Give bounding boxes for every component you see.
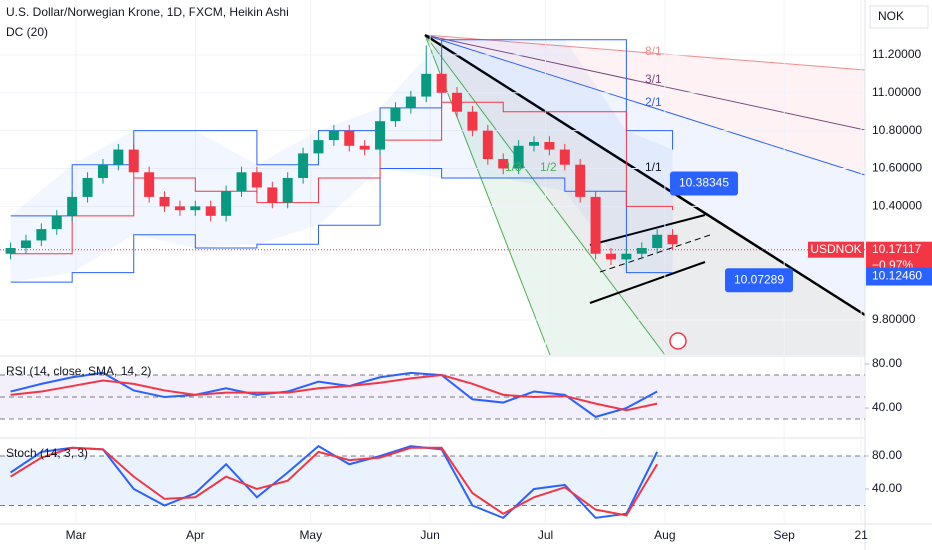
y-tick-label: 11.00000 xyxy=(872,85,921,99)
chart-title: U.S. Dollar/Norwegian Krone, 1D, FXCM, H… xyxy=(6,5,289,19)
candle-body xyxy=(221,191,232,216)
x-tick-label: Jun xyxy=(420,528,439,542)
candle-body xyxy=(405,96,416,108)
x-tick-label: Aug xyxy=(654,528,675,542)
candle-body xyxy=(144,172,155,197)
candle-body xyxy=(67,196,78,216)
fan-label: 2/1 xyxy=(645,95,662,109)
pane-title: RSI (14, close, SMA, 14, 2) xyxy=(6,364,151,378)
y-tick-label: 9.80000 xyxy=(872,312,916,326)
symbol-tag xyxy=(808,241,864,258)
y-tick-label: 80.00 xyxy=(872,448,902,462)
candle-body xyxy=(482,130,493,160)
candle-body xyxy=(667,234,678,245)
candle-body xyxy=(605,253,616,260)
fan-line xyxy=(424,34,866,71)
candle-body xyxy=(51,215,62,230)
candle-body xyxy=(298,153,309,178)
price-tag-label: 10.07289 xyxy=(734,272,784,286)
candle-body xyxy=(282,177,293,203)
indicator-line xyxy=(10,446,659,517)
pane-title: Stoch (14, 3, 3) xyxy=(6,446,88,460)
candle-body xyxy=(313,140,324,154)
fan-label: 1/3 xyxy=(505,160,522,174)
currency: NOK xyxy=(878,9,904,23)
candle-body xyxy=(251,172,262,188)
fan-label: 1/2 xyxy=(540,160,557,174)
candle-body xyxy=(575,164,586,197)
fan-line xyxy=(424,34,666,356)
dc-line xyxy=(10,168,673,283)
candle-body xyxy=(636,248,647,254)
candle-body xyxy=(421,73,432,97)
candle-body xyxy=(498,159,509,169)
candle-body xyxy=(97,164,108,178)
candle-body xyxy=(113,149,124,165)
candle-body xyxy=(529,142,540,146)
prev-label: 10.12460 xyxy=(872,269,922,283)
candle-body xyxy=(5,248,16,254)
candle-body xyxy=(652,234,663,249)
x-tick-label: Apr xyxy=(186,528,205,542)
candle-body xyxy=(452,92,463,112)
symbol-label: USDNOK xyxy=(810,242,861,256)
candle-body xyxy=(36,229,47,241)
candle-body xyxy=(621,253,632,260)
x-tick-label: Sep xyxy=(773,528,795,542)
trend-line xyxy=(424,33,866,317)
indicator-line xyxy=(10,374,658,412)
y-tick-label: 11.20000 xyxy=(872,47,921,61)
y-tick-label: 40.00 xyxy=(872,481,902,495)
y-tick-label: 80.00 xyxy=(872,356,902,370)
level-band xyxy=(0,456,865,506)
x-tick-label: Jul xyxy=(538,528,553,542)
candle-body xyxy=(190,206,201,211)
dc-line xyxy=(10,101,674,255)
candle-body xyxy=(174,206,185,211)
y-tick-label: 10.80000 xyxy=(872,123,922,137)
candle-body xyxy=(513,145,524,169)
fan-label: 1/1 xyxy=(645,160,662,174)
channel-line xyxy=(589,214,706,246)
dc-fill xyxy=(10,39,673,283)
candle-body xyxy=(128,149,139,173)
channel-line xyxy=(589,261,706,304)
fan-label: 3/1 xyxy=(645,72,662,86)
candle-body xyxy=(20,240,31,249)
candle-body xyxy=(467,111,478,131)
candle-body xyxy=(82,177,93,197)
y-tick-label: 40.00 xyxy=(872,400,902,414)
candle-body xyxy=(205,206,216,216)
candle-body xyxy=(559,149,570,165)
alert-icon[interactable] xyxy=(669,332,687,350)
fan-label: 8/1 xyxy=(645,44,662,58)
price-tag xyxy=(670,171,738,196)
candle-body xyxy=(359,145,370,150)
price-tag xyxy=(725,268,793,293)
x-tick-label: Mar xyxy=(66,528,87,542)
candle-body xyxy=(344,130,355,146)
price-tag-label: 10.38345 xyxy=(679,176,729,190)
prev-tag xyxy=(866,267,932,286)
candle-body xyxy=(544,142,555,150)
y-tick-label: 10.40000 xyxy=(872,199,922,213)
candle-body xyxy=(328,130,339,141)
x-tick-label: 21 xyxy=(854,528,868,542)
candle-body xyxy=(590,196,601,254)
x-tick-label: May xyxy=(299,528,322,542)
fan-line xyxy=(424,34,866,176)
fan-line xyxy=(424,34,866,131)
indicator-label: DC (20) xyxy=(6,25,48,39)
last-label: 10.17117 xyxy=(872,242,921,256)
candle-body xyxy=(436,73,447,93)
candle-body xyxy=(159,196,170,207)
candle-body xyxy=(236,172,247,192)
currency-box[interactable] xyxy=(869,5,929,29)
candle-body xyxy=(375,121,386,150)
candle-body xyxy=(267,187,278,203)
candle-body xyxy=(390,107,401,122)
y-tick-label: 10.60000 xyxy=(872,161,922,175)
